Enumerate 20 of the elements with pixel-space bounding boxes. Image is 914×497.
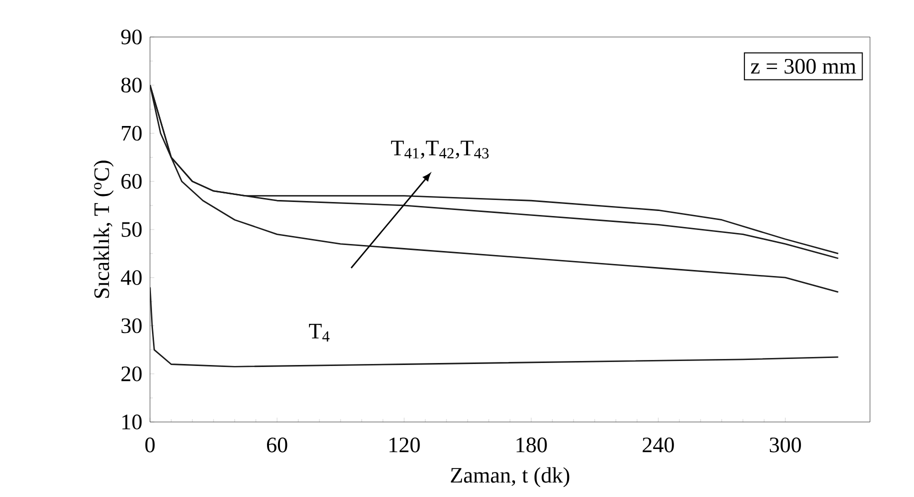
y-tick-label: 70	[122, 126, 142, 141]
y-tick-label: 20	[121, 366, 142, 382]
x-tick-label: 180	[516, 438, 547, 452]
y-tick-label: 50	[122, 222, 142, 237]
annotation: T$_{41}$,T$_{42}$,T$_{43}$	[391, 140, 489, 159]
annotation: T$_{4}$	[308, 324, 330, 342]
x-axis-title: Zaman, t (dk)	[450, 467, 570, 488]
x-tick-label: 300	[770, 438, 801, 452]
y-tick-label: 60	[121, 174, 142, 189]
y-tick-label: 40	[120, 270, 142, 286]
y-tick-label: 10	[122, 414, 142, 430]
x-tick-label: 120	[390, 438, 420, 452]
y-tick-label: 80	[121, 78, 142, 93]
y-tick-label: 30	[122, 318, 142, 334]
x-tick-label: 60	[267, 438, 288, 452]
x-tick-label: 0	[145, 438, 155, 452]
annotation: z = 300 mm	[751, 58, 856, 74]
y-tick-label: 90	[121, 30, 142, 44]
y-axis-title: Sıcaklık, T ($^{o}$C)	[94, 160, 114, 298]
x-tick-label: 240	[642, 438, 674, 452]
